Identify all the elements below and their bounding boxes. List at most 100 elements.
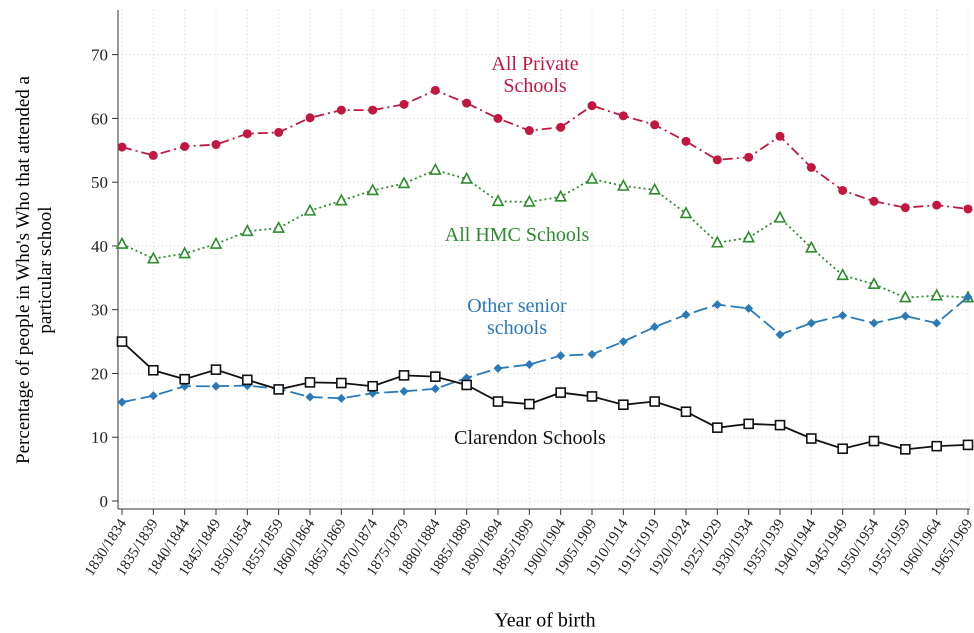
marker: [397, 176, 411, 189]
marker: [336, 105, 346, 115]
marker: [399, 99, 409, 109]
marker: [650, 322, 660, 332]
marker: [555, 387, 566, 398]
marker: [932, 200, 942, 210]
series-label: All HMC Schools: [444, 224, 590, 246]
marker: [524, 398, 535, 410]
marker: [618, 111, 628, 121]
marker: [398, 370, 410, 381]
marker: [806, 318, 816, 328]
marker: [430, 371, 441, 382]
marker: [491, 194, 505, 207]
marker: [117, 397, 127, 407]
marker: [556, 351, 566, 361]
marker: [586, 391, 598, 402]
marker: [617, 178, 630, 191]
marker: [869, 318, 879, 328]
marker: [963, 204, 973, 214]
marker: [711, 235, 724, 248]
marker: [836, 268, 849, 281]
marker: [744, 303, 754, 313]
marker: [900, 444, 911, 455]
series-line: [121, 296, 969, 404]
marker: [117, 142, 127, 152]
marker: [493, 363, 503, 373]
marker: [868, 435, 880, 447]
marker: [932, 318, 942, 328]
marker: [712, 300, 722, 310]
marker: [648, 182, 661, 195]
marker: [430, 85, 440, 95]
marker: [274, 127, 284, 137]
y-tick-label: 60: [91, 109, 108, 128]
series-label: Clarendon Schools: [454, 427, 606, 449]
marker: [712, 155, 722, 165]
marker: [805, 240, 818, 253]
marker: [242, 129, 252, 139]
marker: [681, 136, 691, 146]
marker: [148, 364, 159, 376]
marker: [148, 150, 158, 160]
marker: [867, 276, 881, 289]
y-tick-label: 40: [91, 237, 108, 256]
marker: [649, 396, 660, 407]
series-line: [121, 169, 969, 299]
marker: [838, 185, 848, 195]
marker: [335, 193, 348, 206]
marker: [712, 422, 723, 433]
marker: [900, 203, 910, 213]
marker: [179, 373, 190, 385]
marker: [460, 171, 473, 184]
marker: [837, 443, 848, 455]
marker: [900, 311, 910, 321]
marker: [930, 288, 943, 301]
x-axis-title: Year of birth: [494, 609, 596, 632]
marker: [775, 131, 785, 141]
marker: [336, 393, 346, 403]
marker: [492, 396, 504, 407]
marker: [585, 171, 599, 184]
marker: [556, 122, 566, 132]
marker: [554, 189, 567, 202]
marker: [743, 418, 754, 430]
marker: [367, 380, 378, 392]
marker: [587, 101, 597, 111]
marker: [773, 210, 787, 223]
marker: [368, 105, 378, 115]
marker: [869, 196, 879, 206]
marker: [211, 140, 221, 150]
marker: [462, 98, 472, 108]
marker: [775, 330, 785, 340]
marker: [273, 384, 284, 395]
y-tick-label: 30: [91, 301, 108, 320]
marker: [806, 433, 817, 444]
y-tick-label: 70: [91, 46, 108, 65]
marker: [242, 374, 253, 386]
marker: [679, 206, 693, 219]
marker: [899, 290, 912, 303]
marker: [336, 377, 347, 389]
series-label: All Private Schools: [491, 53, 579, 97]
marker: [461, 379, 472, 391]
marker: [524, 360, 534, 370]
marker: [210, 364, 222, 375]
marker: [430, 384, 440, 394]
marker: [931, 440, 942, 452]
marker: [618, 337, 628, 347]
marker: [587, 349, 597, 359]
marker: [272, 220, 285, 233]
marker: [523, 194, 536, 207]
marker: [304, 377, 316, 388]
marker: [524, 126, 534, 136]
marker: [241, 224, 254, 237]
marker: [399, 386, 409, 396]
y-tick-label: 20: [91, 364, 108, 383]
series-line: [121, 340, 969, 451]
marker: [774, 419, 786, 431]
marker: [742, 230, 755, 243]
marker: [303, 203, 317, 216]
marker: [115, 236, 129, 249]
marker: [681, 310, 691, 320]
marker: [211, 381, 221, 391]
